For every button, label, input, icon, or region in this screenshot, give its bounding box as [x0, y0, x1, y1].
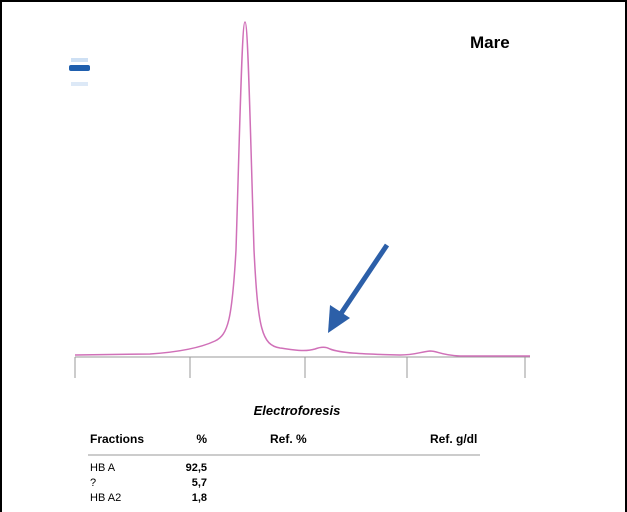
- fraction-percent: 92,5: [186, 462, 207, 474]
- gel-band-faint: [71, 58, 88, 62]
- arrow: [328, 245, 387, 333]
- fraction-name: HB A: [90, 462, 116, 474]
- fraction-percent: 5,7: [192, 477, 207, 489]
- electropherogram-curve: [75, 22, 530, 356]
- fraction-name: ?: [90, 477, 96, 489]
- figure: Mare Electroforesis Fractions % Ref. % R…: [0, 0, 627, 512]
- axis: [75, 357, 530, 378]
- column-header: Ref. %: [270, 432, 307, 446]
- section-title: Electroforesis: [254, 403, 341, 418]
- fraction-percent: 1,8: [192, 492, 207, 504]
- column-header: Fractions: [90, 432, 144, 446]
- fraction-name: HB A2: [90, 492, 121, 504]
- gel-band: [69, 65, 90, 71]
- page: Mare Electroforesis Fractions % Ref. % R…: [0, 0, 627, 512]
- sample-label: Mare: [470, 33, 510, 52]
- arrow-shaft: [338, 245, 387, 318]
- table-rows: HB A 92,5? 5,7 HB A2 1,8: [90, 462, 207, 504]
- column-header: Ref. g/dl: [430, 432, 477, 446]
- column-header: %: [196, 432, 207, 446]
- gel-band-faint: [71, 82, 88, 86]
